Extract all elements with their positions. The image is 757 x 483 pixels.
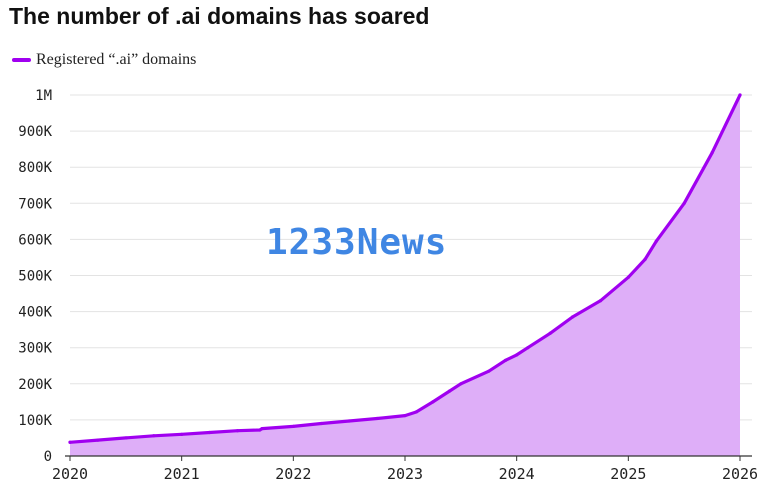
- legend-swatch: [12, 58, 31, 62]
- data-point: [626, 275, 630, 279]
- x-tick-label: 2024: [499, 465, 535, 483]
- y-tick-label: 600K: [18, 232, 52, 248]
- data-point: [515, 353, 519, 357]
- data-point: [487, 369, 491, 373]
- x-tick-label: 2020: [52, 465, 88, 483]
- data-point: [643, 257, 647, 261]
- y-tick-label: 500K: [18, 269, 52, 285]
- data-point: [403, 413, 407, 418]
- data-point: [459, 382, 463, 386]
- data-point: [319, 421, 323, 426]
- data-point: [548, 331, 552, 335]
- data-point: [414, 410, 418, 414]
- data-point: [180, 432, 184, 436]
- data-point: [526, 346, 530, 350]
- series-area: [70, 95, 740, 456]
- y-tick-label: 200K: [18, 377, 52, 393]
- y-tick-label: 900K: [18, 124, 52, 140]
- data-point: [68, 440, 72, 444]
- data-point: [347, 419, 351, 423]
- y-tick-label: 100K: [18, 413, 52, 429]
- legend-label: Registered “.ai” domains: [36, 51, 197, 68]
- data-point: [738, 93, 742, 97]
- y-tick-label: 1M: [35, 88, 52, 104]
- y-tick-label: 700K: [18, 196, 52, 212]
- x-tick-label: 2026: [722, 465, 757, 483]
- data-point: [598, 299, 603, 303]
- y-tick-label: 400K: [18, 305, 52, 321]
- data-point: [152, 434, 156, 438]
- chart-title: The number of .ai domains has soared: [9, 3, 430, 29]
- data-point: [375, 416, 379, 421]
- y-tick-label: 800K: [18, 160, 52, 176]
- data-point: [503, 358, 508, 362]
- axes: 0 100K 200K 300K 400K 500K 600K 700K 800K 900K 1M 2…: [18, 88, 757, 483]
- data-point: [124, 436, 128, 440]
- data-point: [96, 438, 100, 442]
- data-point: [431, 400, 435, 404]
- legend: Registered “.ai” domains: [12, 49, 196, 71]
- data-point: [710, 151, 714, 155]
- data-point: [682, 201, 686, 205]
- data-point: [570, 315, 575, 319]
- data-point: [260, 426, 264, 431]
- data-point: [207, 430, 212, 435]
- data-point: [448, 389, 452, 393]
- data-point: [654, 239, 658, 243]
- x-tick-label: 2021: [164, 465, 200, 483]
- y-tick-label: 0: [44, 449, 52, 465]
- x-tick-label: 2023: [387, 465, 423, 483]
- watermark-logo: 1233News: [266, 222, 448, 263]
- data-point: [235, 429, 240, 433]
- x-tick-label: 2025: [610, 465, 646, 483]
- data-point: [291, 424, 295, 428]
- x-tick-label: 2022: [275, 465, 311, 483]
- plot-area: [68, 93, 742, 456]
- y-tick-label: 300K: [18, 341, 52, 357]
